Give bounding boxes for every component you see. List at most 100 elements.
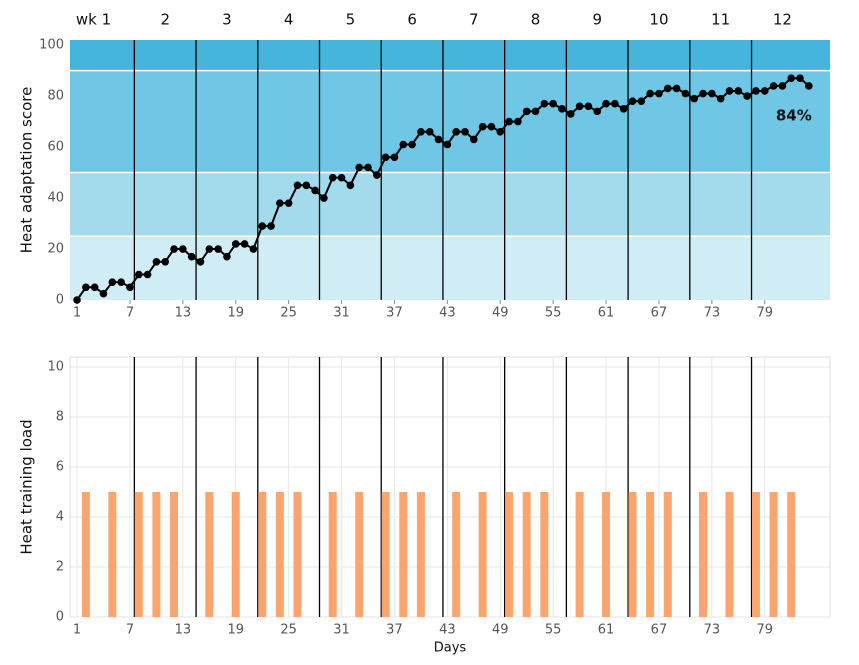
week-label: 2 [160,11,170,29]
y-tick-label: 0 [56,610,64,625]
score-point [152,257,161,266]
score-point [170,245,178,253]
score-point [108,278,117,286]
band [70,40,830,71]
bar [540,492,549,617]
x-tick-label: 49 [492,623,509,638]
score-point [514,117,522,126]
bar [170,492,179,617]
score-point [716,94,725,103]
score-point [187,252,196,261]
score-point [82,283,90,292]
week-label: 12 [773,11,792,29]
x-tick-label: 37 [386,306,403,321]
score-point [575,102,584,111]
bar [452,492,461,617]
week-label: wk 1 [76,11,111,29]
bar [381,492,390,617]
score-point [337,173,346,182]
score-point [399,140,408,149]
score-point [646,89,654,98]
score-point [637,97,646,105]
week-label: 8 [531,11,541,29]
bar [293,492,302,617]
score-point [628,97,637,105]
x-tick-label: 55 [545,623,562,638]
score-point [179,245,187,253]
y-tick-label: 0 [56,293,64,308]
score-point [734,87,743,95]
score-point [134,270,143,279]
score-point [496,127,505,136]
bar [81,492,90,617]
annotation: 84% [776,106,812,124]
score-point [549,99,557,108]
week-label: 11 [711,11,730,29]
score-point [805,82,813,90]
y-axis-title: Heat training load [18,419,36,554]
score-point [708,89,716,98]
score-point [311,186,319,195]
score-point [611,99,619,108]
score-point [461,127,469,136]
bar [787,492,796,617]
bar [505,492,514,617]
score-point [249,245,258,253]
y-tick-label: 8 [56,410,64,425]
score-point [593,107,602,116]
bar [751,492,760,617]
bar [628,492,637,617]
bar [663,492,672,617]
score-point [381,153,390,162]
x-tick-label: 61 [598,623,615,638]
y-tick-label: 4 [56,510,64,525]
score-point [531,107,540,116]
x-tick-label: 49 [492,306,509,321]
x-tick-label: 67 [651,306,668,321]
score-point [408,140,416,149]
x-tick-label: 25 [280,306,297,321]
x-tick-label: 55 [545,306,562,321]
bar [725,492,734,617]
bar [478,492,487,617]
score-point [584,102,593,111]
score-point [126,283,134,292]
x-tick-label: 31 [333,623,350,638]
x-tick-label: 1 [73,623,81,638]
score-point [117,278,125,286]
y-tick-label: 100 [39,38,64,53]
x-tick-label: 13 [175,623,192,638]
score-point [487,122,496,131]
score-point [505,117,513,126]
score-point [196,257,205,266]
x-tick-label: 37 [386,623,403,638]
bar [699,492,708,617]
score-point [443,140,452,149]
score-point [619,105,628,113]
band [70,172,830,237]
score-point [293,181,302,190]
week-label: 6 [407,11,417,29]
bar [231,492,240,617]
bar [275,492,284,617]
y-tick-label: 2 [56,560,64,575]
score-point [760,87,769,95]
score-point [769,82,778,90]
x-tick-label: 1 [73,306,81,321]
score-point [205,245,214,253]
score-point [320,194,328,202]
y-tick-label: 80 [47,89,64,104]
score-point [602,99,610,108]
score-point [73,296,81,304]
score-point [425,127,434,136]
x-tick-label: 13 [175,306,192,321]
x-tick-label: 43 [439,306,456,321]
bar [522,492,531,617]
score-point [90,283,99,292]
x-tick-label: 31 [333,306,350,321]
bar [602,492,611,617]
score-point [328,173,337,182]
score-point [452,127,460,136]
week-label: 7 [469,11,479,29]
bar [416,492,425,617]
